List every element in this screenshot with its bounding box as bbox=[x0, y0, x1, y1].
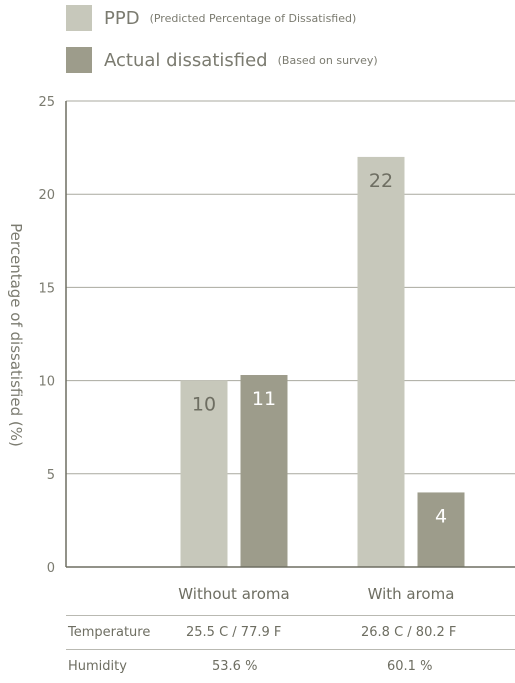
table-top-rule bbox=[66, 615, 515, 616]
legend-item-ppd: PPD (Predicted Percentage of Dissatisfie… bbox=[66, 5, 356, 31]
legend-swatch-ppd bbox=[66, 5, 92, 31]
y-tick-label-20: 20 bbox=[38, 188, 55, 203]
bar-value-label-ppd-with-aroma: 22 bbox=[369, 170, 393, 192]
table-middle-rule bbox=[66, 649, 515, 650]
legend-note-actual: (Based on survey) bbox=[277, 53, 378, 67]
y-tick-label-5: 5 bbox=[47, 468, 55, 483]
legend-label-actual: Actual dissatisfied bbox=[104, 49, 268, 71]
y-tick-label-0: 0 bbox=[47, 561, 55, 576]
bar-chart: 0 5 10 15 20 25 10 11 Without aroma 22 4 With aroma bbox=[38, 95, 515, 600]
table-cell-temperature-with: 26.8 C / 80.2 F bbox=[361, 625, 457, 640]
x-category-label-without-aroma: Without aroma bbox=[178, 585, 289, 600]
table-cell-humidity-without: 53.6 % bbox=[212, 659, 258, 674]
table-label-humidity: Humidity bbox=[68, 659, 127, 674]
bar-value-label-ppd-without-aroma: 10 bbox=[192, 394, 216, 416]
y-tick-label-25: 25 bbox=[38, 95, 55, 110]
bar-ppd-without-aroma bbox=[180, 380, 228, 567]
table-cell-humidity-with: 60.1 % bbox=[387, 659, 433, 674]
bar-actual-without-aroma bbox=[240, 375, 288, 567]
legend-label-ppd: PPD bbox=[104, 7, 140, 29]
legend-item-actual: Actual dissatisfied (Based on survey) bbox=[66, 47, 378, 73]
x-category-label-with-aroma: With aroma bbox=[368, 585, 455, 600]
bar-ppd-with-aroma bbox=[357, 156, 405, 568]
y-tick-label-15: 15 bbox=[38, 281, 55, 296]
bar-value-label-actual-with-aroma: 4 bbox=[435, 505, 447, 527]
bar-actual-with-aroma bbox=[417, 492, 465, 567]
table-label-temperature: Temperature bbox=[68, 625, 151, 640]
table-cell-temperature-without: 25.5 C / 77.9 F bbox=[186, 625, 282, 640]
legend-swatch-actual bbox=[66, 47, 92, 73]
y-tick-label-10: 10 bbox=[38, 375, 55, 390]
bar-value-label-actual-without-aroma: 11 bbox=[252, 388, 276, 410]
legend-note-ppd: (Predicted Percentage of Dissatisfied) bbox=[149, 11, 357, 25]
